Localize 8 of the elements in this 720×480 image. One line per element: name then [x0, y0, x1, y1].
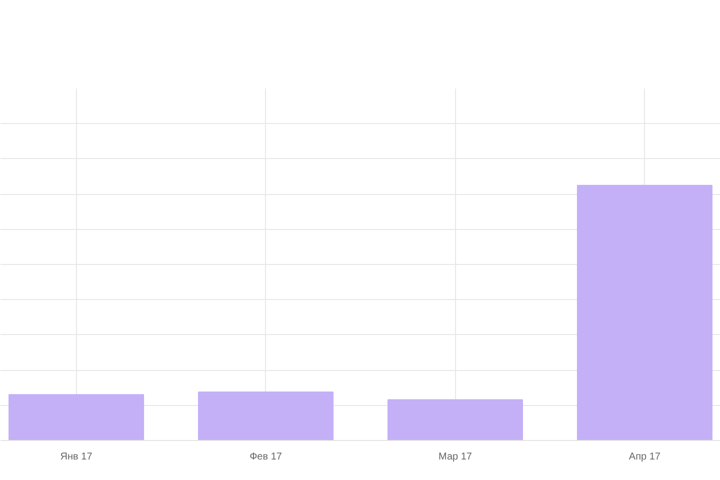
x-tick-label: Фев 17 [250, 452, 282, 462]
x-tick-label: Апр 17 [628, 452, 661, 462]
bar [8, 394, 144, 440]
bar [576, 184, 712, 440]
bar [387, 399, 523, 440]
x-tick-label: Янв 17 [60, 452, 93, 462]
bar [198, 392, 334, 440]
x-tick-label: Мар 17 [438, 452, 472, 462]
